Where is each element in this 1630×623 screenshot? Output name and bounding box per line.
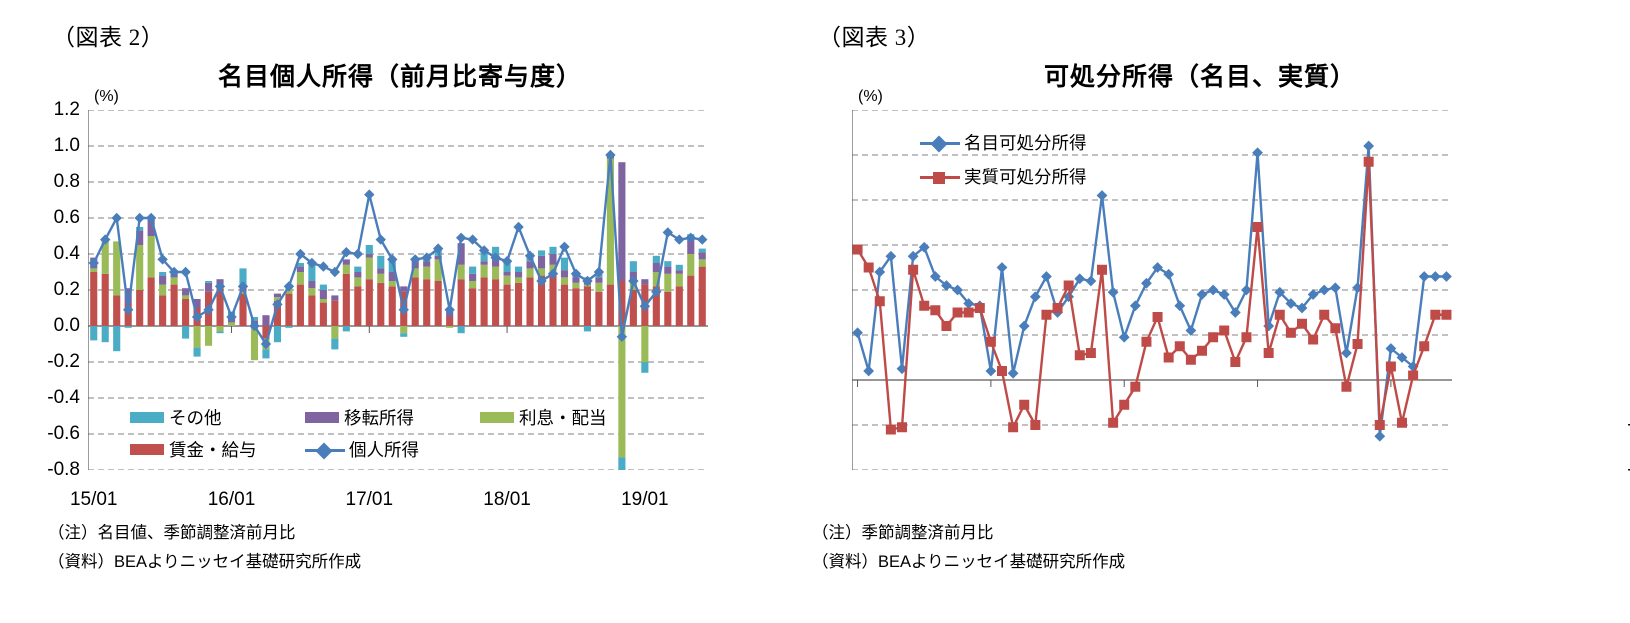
y-tick-label: -0.8 xyxy=(47,459,80,480)
y-tick-label: 1.0 xyxy=(1600,144,1630,166)
note-right-2: （資料）BEAよりニッセイ基礎研究所作成 xyxy=(812,553,1126,571)
x-tick-label: 17/01 xyxy=(345,489,394,510)
y-tick-label: 0.6 xyxy=(1600,234,1630,256)
chart-title-left: 名目個人所得（前月比寄与度） xyxy=(217,63,582,91)
chart-panel-nominal-personal-income: （図表 2） 名目個人所得（前月比寄与度） (%) 1.2 1.0 0.8 0.6 0.… xyxy=(0,0,800,623)
legend-swatch-icon xyxy=(305,412,339,423)
legend-right: 名目可処分所得 実質可処分所得 xyxy=(920,130,1087,198)
y-tick-label: 0.0 xyxy=(1600,369,1630,391)
legend-swatch-icon xyxy=(480,412,514,423)
y-tick-label: -0.2 xyxy=(47,351,80,372)
note-right-1: （注）季節調整済前月比 xyxy=(812,524,994,542)
y-tick-label: 0.8 xyxy=(1600,189,1630,211)
y-tick-label: 0.8 xyxy=(53,171,80,192)
legend-item[interactable]: 移転所得 xyxy=(305,405,480,430)
plot-area-right xyxy=(852,110,1452,470)
legend-label: 利息・配当 xyxy=(519,408,607,428)
legend-label: その他 xyxy=(169,408,222,428)
y-tick-label: 0.2 xyxy=(53,279,80,300)
legend-label: 名目可処分所得 xyxy=(964,133,1087,153)
y-tick-label: 0.2 xyxy=(1600,324,1630,346)
y-tick-label: -0.6 xyxy=(47,423,80,444)
y-tick-label: 0.6 xyxy=(53,207,80,228)
legend-label: 実質可処分所得 xyxy=(964,167,1087,187)
note-left-2: （資料）BEAよりニッセイ基礎研究所作成 xyxy=(48,553,362,571)
legend-line-square-icon xyxy=(920,170,960,184)
chart-panel-disposable-income: （図表 3） 可処分所得（名目、実質） (%) 1.2 1.0 0.8 0.6 0.4 0… xyxy=(800,0,1630,623)
legend-line-diamond-icon xyxy=(305,442,345,459)
legend-line-diamond-icon xyxy=(920,135,960,152)
y-tick-label: 0.0 xyxy=(53,315,80,336)
legend-item[interactable]: 名目可処分所得 xyxy=(920,130,1087,155)
legend-item[interactable]: 利息・配当 xyxy=(480,405,655,430)
x-tick-label: 15/01 xyxy=(1598,489,1630,511)
y-tick-label: -0.2 xyxy=(1600,414,1630,436)
x-tick-label: 19/01 xyxy=(621,489,669,510)
x-tick-label: 15/01 xyxy=(69,489,118,510)
y-tick-label: 0.4 xyxy=(53,243,80,264)
legend-row: その他 移転所得 利息・配当 xyxy=(130,405,655,430)
legend-item[interactable]: 賃金・給与 xyxy=(130,437,305,462)
chart-title-right: 可処分所得（名目、実質） xyxy=(1043,63,1356,91)
y-tick-label: -0.4 xyxy=(1600,459,1630,481)
legend-swatch-icon xyxy=(130,412,164,423)
unit-label-left: (%) xyxy=(94,88,119,105)
unit-label-right: (%) xyxy=(858,88,883,105)
legend-label: 移転所得 xyxy=(344,408,414,428)
legend-left: その他 移転所得 利息・配当賃金・給与 個人所得 xyxy=(130,405,655,469)
note-left-1: （注）名目値、季節調整済前月比 xyxy=(48,524,296,542)
x-tick-label: 16/01 xyxy=(207,489,256,510)
figure-label-left: （図表 2） xyxy=(52,25,165,50)
legend-item[interactable]: その他 xyxy=(130,405,305,430)
y-tick-label: 1.0 xyxy=(53,135,80,156)
legend-label: 賃金・給与 xyxy=(169,440,257,460)
legend-row: 賃金・給与 個人所得 xyxy=(130,437,655,462)
y-tick-label: 1.2 xyxy=(53,99,80,120)
legend-label: 個人所得 xyxy=(349,440,419,460)
y-tick-label: 1.2 xyxy=(1600,99,1630,121)
legend-swatch-icon xyxy=(130,444,164,455)
legend-item[interactable]: 個人所得 xyxy=(305,437,480,462)
figure-label-right: （図表 3） xyxy=(818,25,931,50)
x-tick-label: 18/01 xyxy=(483,489,531,510)
y-tick-label: -0.4 xyxy=(47,387,80,408)
y-tick-label: 0.4 xyxy=(1600,279,1630,301)
plot-area-left xyxy=(88,110,708,470)
legend-item[interactable]: 実質可処分所得 xyxy=(920,164,1087,189)
